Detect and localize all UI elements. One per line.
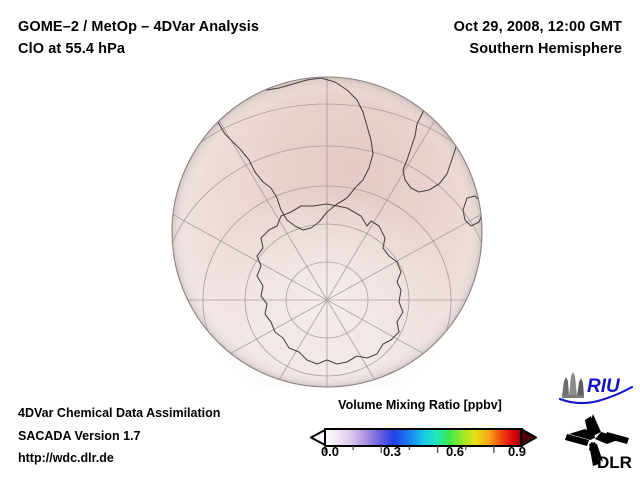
footer-text-block: 4DVar Chemical Data Assimilation SACADA …: [18, 402, 220, 470]
colorbar-extend-high-arrow: [520, 428, 537, 447]
colorbar-ticks: [324, 446, 495, 453]
colorbar: Volume Mixing Ratio [ppbv] 0.0 0.3 0.6 0…: [305, 398, 543, 470]
footer-line-url[interactable]: http://wdc.dlr.de: [18, 451, 114, 465]
riu-logo: RIU: [556, 372, 634, 406]
riu-swoosh-icon: [558, 385, 634, 405]
concentration-field: [172, 77, 482, 388]
dlr-wordmark: DLR: [597, 453, 632, 472]
globe-map: [171, 76, 483, 388]
product-title: GOME–2 / MetOp – 4DVar Analysis: [18, 19, 260, 35]
footer-line-version: SACADA Version 1.7: [18, 428, 141, 443]
colorbar-tick-label-2: 0.6: [445, 444, 465, 459]
colorbar-tick-label-3: 0.9: [507, 444, 527, 459]
timestamp-label: Oct 29, 2008, 12:00 GMT: [453, 19, 622, 35]
footer-line-assimilation: 4DVar Chemical Data Assimilation: [18, 406, 221, 420]
species-level-label: ClO at 55.4 hPa: [18, 41, 126, 57]
dlr-logo-svg: DLR: [565, 414, 632, 472]
dlr-logo: DLR: [561, 412, 635, 472]
colorbar-gradient-body: [324, 428, 523, 447]
region-label: Southern Hemisphere: [469, 41, 622, 57]
header-left: GOME–2 / MetOp – 4DVar Analysis ClO at 5…: [18, 16, 259, 60]
colorbar-tick-label-0: 0.0: [320, 444, 340, 459]
globe-svg: [171, 76, 483, 388]
colorbar-title: Volume Mixing Ratio [ppbv]: [338, 398, 502, 412]
colorbar-tick-label-1: 0.3: [382, 444, 402, 459]
header-right: Oct 29, 2008, 12:00 GMT Southern Hemisph…: [454, 16, 622, 60]
globe-limb: [171, 76, 483, 388]
colorbar-svg: [310, 428, 537, 453]
colorbar-extend-low-arrow: [310, 429, 326, 446]
riu-tower-icon: [562, 372, 584, 398]
riu-logo-svg: RIU: [558, 372, 634, 405]
coastline-madagascar: [462, 195, 482, 227]
riu-wordmark: RIU: [587, 376, 621, 397]
dlr-pinwheel-icon: [565, 414, 629, 466]
coastline-antarctica: [256, 203, 404, 365]
